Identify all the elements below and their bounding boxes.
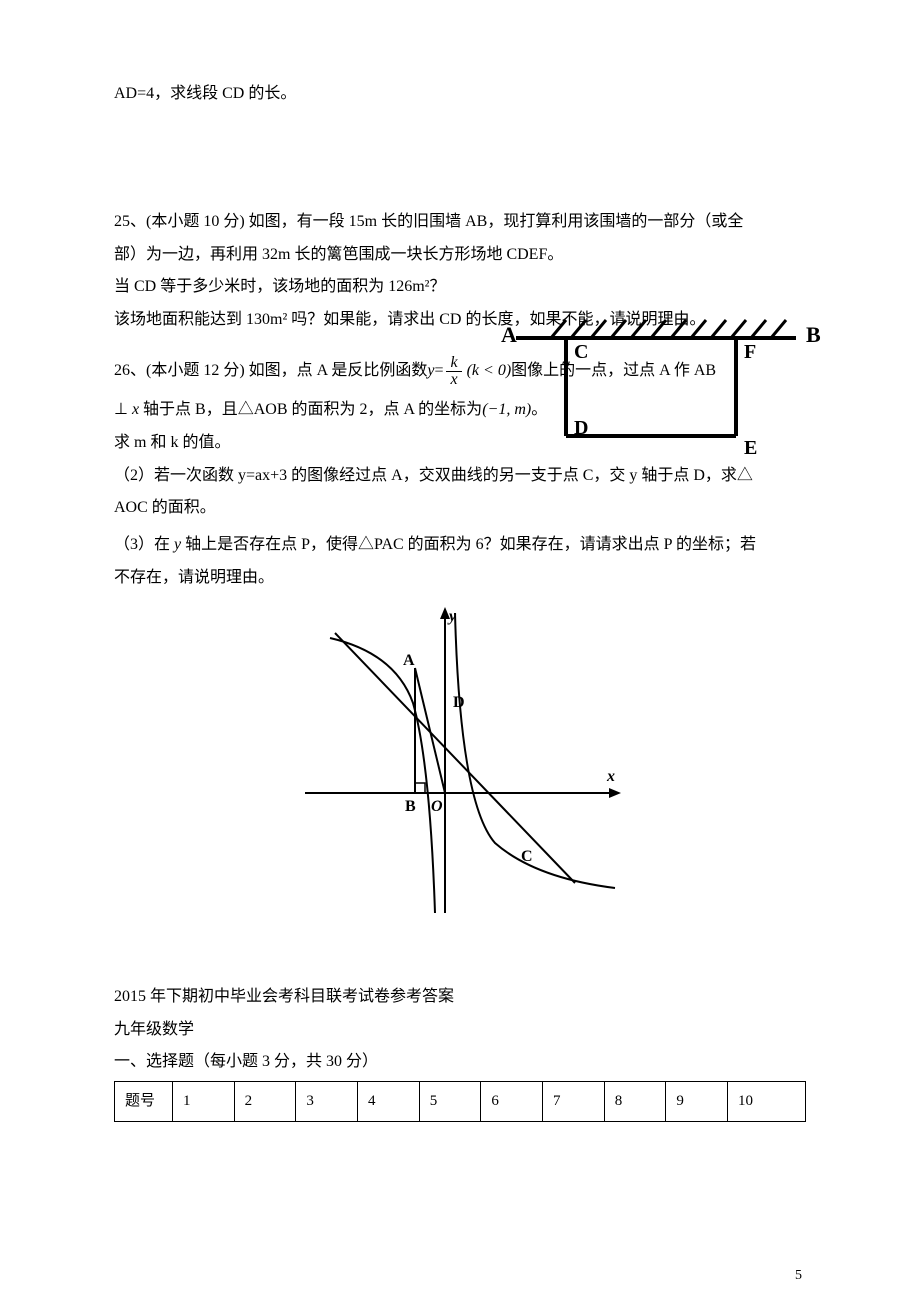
page-number: 5: [795, 1263, 802, 1288]
table-row: 题号 1 2 3 4 5 6 7 8 9 10: [115, 1082, 806, 1122]
answer-section: 2015 年下期初中毕业会考科目联考试卷参考答案 九年级数学 一、选择题（每小题…: [114, 983, 806, 1122]
math-x: x: [132, 401, 139, 418]
th-5: 5: [419, 1082, 481, 1122]
math-y: y: [427, 357, 434, 386]
answer-table: 题号 1 2 3 4 5 6 7 8 9 10: [114, 1081, 806, 1122]
axis-y: y: [447, 608, 457, 625]
th-10: 10: [728, 1082, 806, 1122]
p26-suffix1: 图像上的一点，过点 A 作 AB: [511, 357, 716, 386]
plabel-O: O: [431, 798, 443, 815]
p25-line1: 25、(本小题 10 分) 如图，有一段 15m 长的旧围墙 AB，现打算利用该…: [114, 208, 806, 237]
label-B: B: [806, 322, 821, 347]
p26-l6b: 轴上是否存在点 P，使得△PAC 的面积为 6？如果存在，请请求出点 P 的坐标…: [181, 536, 756, 553]
axis-x: x: [606, 768, 615, 785]
problem-25: 25、(本小题 10 分) 如图，有一段 15m 长的旧围墙 AB，现打算利用该…: [114, 208, 806, 335]
th-3: 3: [296, 1082, 358, 1122]
answer-subject: 九年级数学: [114, 1016, 806, 1045]
math-paren: (k < 0): [467, 357, 512, 386]
th-7: 7: [543, 1082, 605, 1122]
p26-line7: 不存在，请说明理由。: [114, 564, 806, 593]
p25-line3: 当 CD 等于多少米时，该场地的面积为 126m²？: [114, 273, 806, 302]
th-8: 8: [604, 1082, 666, 1122]
answer-section-label: 一、选择题（每小题 3 分，共 30 分）: [114, 1048, 806, 1077]
p26-l2b: 轴于点 B，且△AOB 的面积为 2，点 A 的坐标为: [139, 401, 482, 418]
th-4: 4: [358, 1082, 420, 1122]
plabel-C: C: [521, 848, 533, 865]
p26-line4: （2）若一次函数 y=ax+3 的图像经过点 A，交双曲线的另一支于点 C，交 …: [114, 462, 806, 491]
math-eq: =: [434, 357, 443, 386]
frac-num: k: [446, 355, 461, 372]
th-2: 2: [234, 1082, 296, 1122]
p26-l6a: （3）在: [114, 536, 174, 553]
p25-line2: 部）为一边，再利用 32m 长的篱笆围成一块长方形场地 CDEF。: [114, 241, 806, 270]
plabel-B: B: [405, 798, 416, 815]
th-6: 6: [481, 1082, 543, 1122]
plabel-A: A: [403, 652, 415, 669]
label-D: D: [574, 417, 588, 439]
th-1: 1: [173, 1082, 235, 1122]
answer-title: 2015 年下期初中毕业会考科目联考试卷参考答案: [114, 983, 806, 1012]
p26-line5: AOC 的面积。: [114, 494, 806, 523]
p26-l2a: ⊥: [114, 401, 132, 418]
th-label: 题号: [115, 1082, 173, 1122]
math-fraction: k x: [446, 355, 461, 388]
label-A: A: [501, 322, 517, 347]
label-E: E: [744, 437, 757, 456]
frac-den: x: [446, 372, 461, 388]
line-ad: AD=4，求线段 CD 的长。: [114, 80, 806, 109]
coord-figure: y x A D B O C: [295, 603, 625, 923]
th-9: 9: [666, 1082, 728, 1122]
p26-prefix: 26、(本小题 12 分) 如图，点 A 是反比例函数: [114, 357, 427, 386]
plabel-D: D: [453, 694, 465, 711]
